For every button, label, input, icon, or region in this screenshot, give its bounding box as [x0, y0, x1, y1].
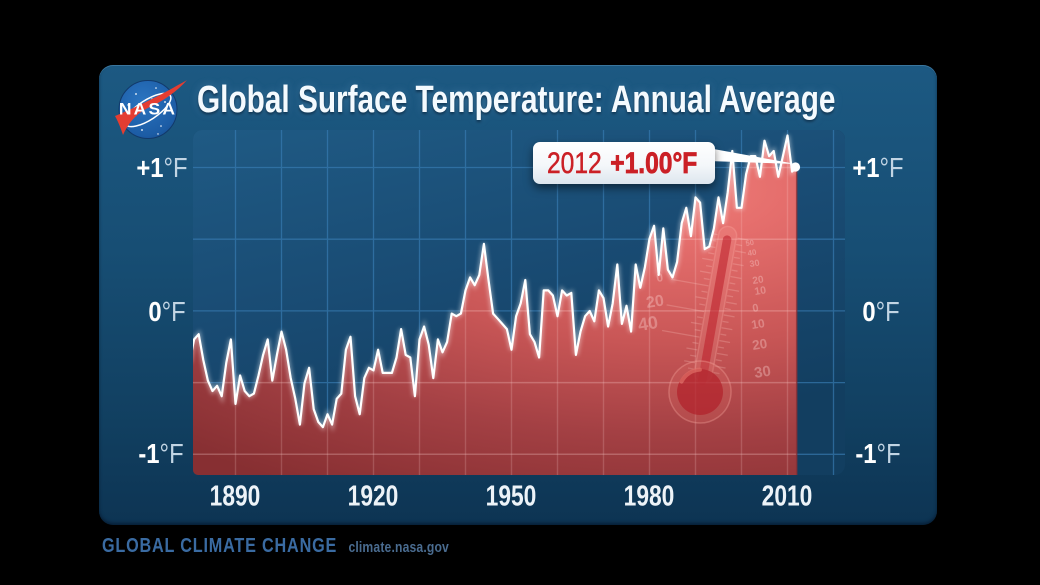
svg-text:50: 50: [745, 238, 755, 248]
svg-text:30: 30: [753, 363, 772, 382]
svg-text:20: 20: [645, 292, 665, 312]
svg-text:30: 30: [749, 258, 760, 269]
svg-text:NASA: NASA: [119, 100, 177, 119]
svg-text:20: 20: [751, 336, 768, 353]
svg-text:0: 0: [655, 270, 664, 285]
svg-text:20: 20: [752, 274, 765, 287]
svg-text:10: 10: [750, 316, 766, 332]
svg-text:10: 10: [754, 284, 768, 298]
svg-text:40: 40: [747, 248, 758, 258]
svg-text:0: 0: [752, 302, 760, 315]
svg-text:40: 40: [636, 312, 659, 335]
